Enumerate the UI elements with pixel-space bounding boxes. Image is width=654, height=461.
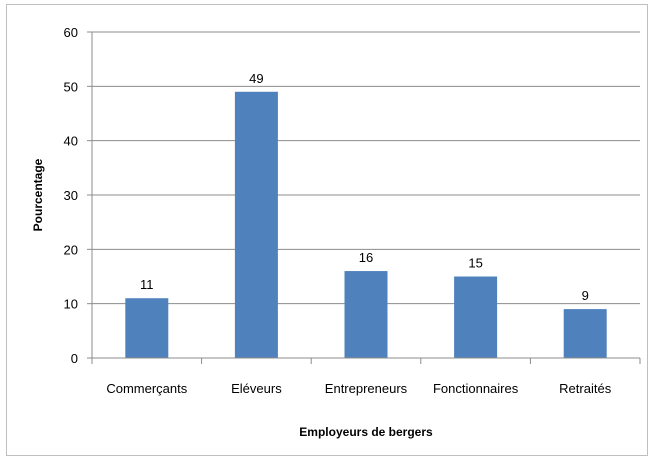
bar [563,309,607,358]
data-label: 9 [582,288,589,303]
data-label: 15 [468,256,482,271]
x-tick-label: Commerçants [106,381,187,396]
x-tick-label: Fonctionnaires [433,381,519,396]
bar [125,298,169,358]
y-tick-labels: 0 10 20 30 40 50 60 [64,25,78,366]
x-axis-title: Employeurs de bergers [299,425,433,439]
y-tick-label: 60 [64,25,78,40]
chart-frame [6,4,648,456]
bar [454,276,498,358]
bar [344,271,388,358]
x-tick-label: Entrepreneurs [325,381,408,396]
y-tick-label: 50 [64,79,78,94]
y-axis-title: Pourcentage [31,158,45,231]
data-label: 16 [359,250,373,265]
data-label: 11 [140,277,154,292]
y-tick-label: 30 [64,188,78,203]
x-tick-label: Retraités [559,381,612,396]
bar [234,91,278,359]
y-tick-label: 20 [64,242,78,257]
y-tick-label: 10 [64,297,78,312]
data-labels: 11 49 16 15 9 [140,71,589,303]
gridlines [87,31,641,364]
data-label: 49 [249,71,263,86]
axes [91,32,640,359]
y-tick-label: 40 [64,134,78,149]
x-tick-labels: Commerçants Eléveurs Entrepreneurs Fonction… [106,381,611,396]
x-tick-label: Eléveurs [231,381,282,396]
bars [125,91,607,359]
y-tick-label: 0 [71,351,78,366]
